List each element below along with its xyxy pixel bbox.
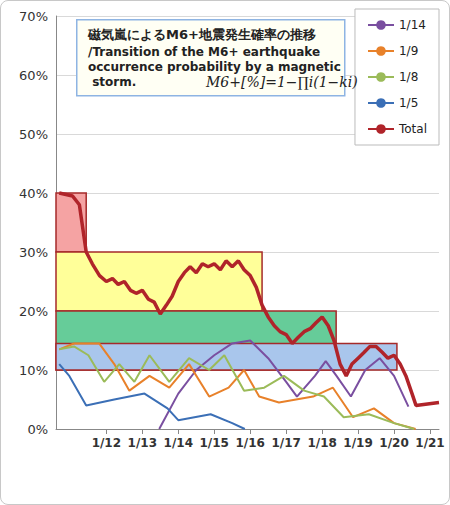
svg-text:Total: Total xyxy=(398,122,427,136)
svg-text:10%: 10% xyxy=(19,363,48,378)
svg-text:1/15: 1/15 xyxy=(200,436,229,450)
svg-text:1/17: 1/17 xyxy=(271,436,300,450)
svg-text:1/12: 1/12 xyxy=(92,436,121,450)
svg-text:30%: 30% xyxy=(19,245,48,260)
svg-text:60%: 60% xyxy=(19,68,48,83)
svg-text:1/20: 1/20 xyxy=(379,436,408,450)
svg-text:40%: 40% xyxy=(19,186,48,201)
svg-text:occurrence probability by a ma: occurrence probability by a magnetic xyxy=(88,60,341,74)
svg-text:50%: 50% xyxy=(19,127,48,142)
svg-text:1/14: 1/14 xyxy=(164,436,193,450)
svg-text:0%: 0% xyxy=(27,422,48,437)
svg-text:20%: 20% xyxy=(19,304,48,319)
svg-text:1/19: 1/19 xyxy=(343,436,372,450)
svg-text:1/18: 1/18 xyxy=(307,436,336,450)
svg-text:1/14: 1/14 xyxy=(399,18,426,32)
svg-text:M6+[%]=1−∏i(1−ki): M6+[%]=1−∏i(1−ki) xyxy=(205,74,358,90)
svg-text:70%: 70% xyxy=(19,9,48,24)
svg-text:1/16: 1/16 xyxy=(235,436,264,450)
svg-text:磁気嵐によるM6+地震発生確率の推移: 磁気嵐によるM6+地震発生確率の推移 xyxy=(87,27,316,42)
svg-text:1/9: 1/9 xyxy=(399,44,418,58)
svg-text:1/21: 1/21 xyxy=(415,436,444,450)
svg-text:1/13: 1/13 xyxy=(128,436,157,450)
svg-text:1/5: 1/5 xyxy=(399,96,418,110)
svg-text:1/8: 1/8 xyxy=(399,70,418,84)
svg-text:/Transition of the M6+ earthqu: /Transition of the M6+ earthquake xyxy=(88,45,324,59)
svg-text:storm.: storm. xyxy=(88,75,136,89)
